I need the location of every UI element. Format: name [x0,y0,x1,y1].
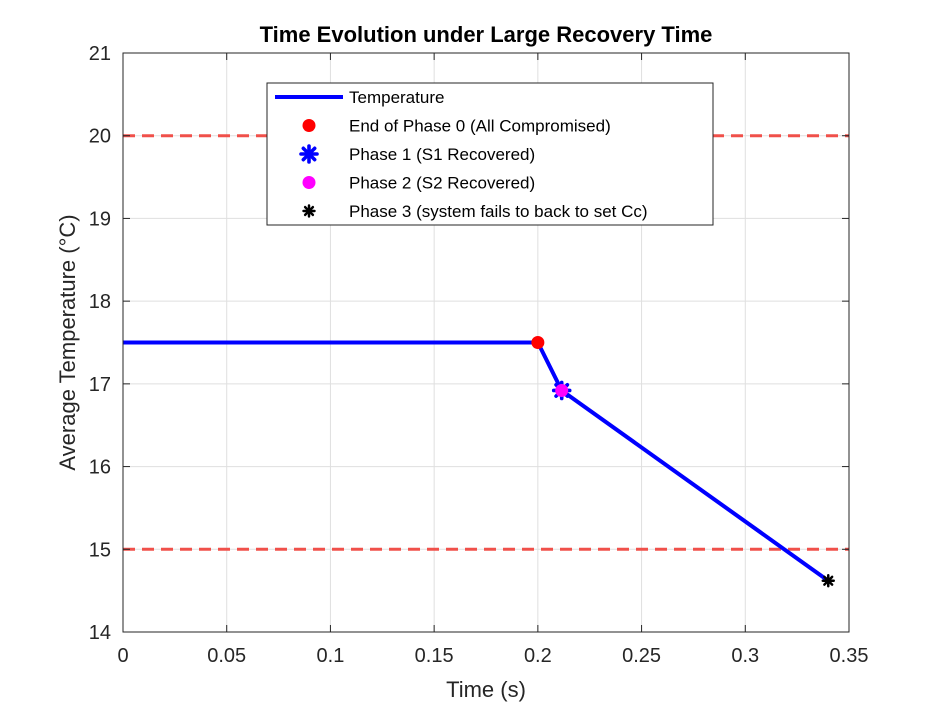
y-tick-label: 20 [89,126,111,148]
markers-layer [531,336,835,588]
tick-labels: 0 0.05 0.1 0.15 0.2 0.25 0.3 0.35 14 15 16 17 18 19 20… [89,43,869,667]
x-tick-label: 0.25 [622,645,661,667]
legend-marker-1 [299,144,319,164]
x-tick-label: 0.1 [317,645,345,667]
y-tick-label: 14 [89,622,111,644]
legend-label: Temperature [349,88,444,107]
legend-marker-2 [302,176,316,189]
legend: Temperature End of Phase 0 (All Compromis… [266,82,714,226]
y-tick-label: 21 [89,43,111,65]
y-tick-label: 19 [89,208,111,230]
y-axis-label: Average Temperature (°C) [55,214,80,470]
marker-phase-2 [555,383,569,397]
legend-label: Phase 3 (system fails to back to set Cc) [349,202,648,221]
legend-label: Phase 2 (S2 Recovered) [349,174,535,193]
marker-phase-3 [821,573,835,588]
chart-title: Time Evolution under Large Recovery Time [260,22,713,47]
y-tick-label: 15 [89,539,111,561]
legend-marker-3 [302,204,316,218]
series-line-temperature [123,340,830,583]
x-tick-label: 0.15 [415,645,454,667]
x-axis-label: Time (s) [446,677,526,702]
x-tick-label: 0.2 [524,645,552,667]
y-tick-label: 17 [89,374,111,396]
series-layer [123,340,830,583]
marker-phase-0 [531,336,545,349]
x-tick-label: 0.35 [830,645,869,667]
x-tick-label: 0.3 [731,645,759,667]
legend-label: End of Phase 0 (All Compromised) [349,117,611,136]
ticks [122,52,850,633]
y-tick-label: 18 [89,291,111,313]
legend-marker-0 [302,119,316,132]
x-tick-label: 0 [117,645,128,667]
x-tick-label: 0.05 [207,645,246,667]
y-tick-label: 16 [89,457,111,479]
axes-box [122,52,850,633]
legend-box [266,82,714,226]
legend-label: Phase 1 (S1 Recovered) [349,145,535,164]
